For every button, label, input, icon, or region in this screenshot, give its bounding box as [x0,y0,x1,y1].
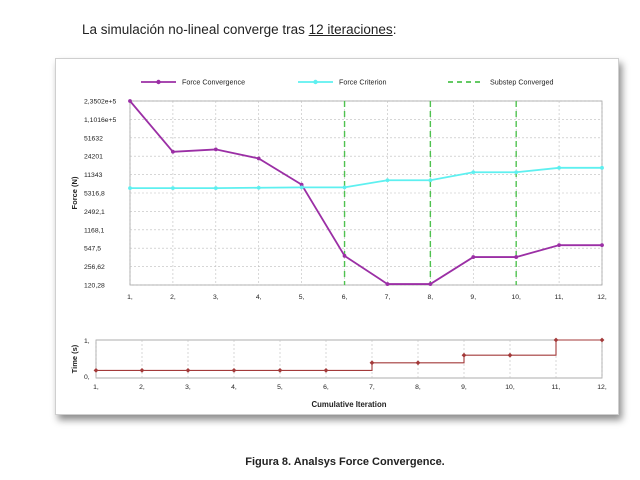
x-tick-label: 8, [428,294,434,301]
data-point-force-criterion [514,170,519,175]
x-tick-label: 10, [511,294,521,301]
data-point-force-criterion [342,185,347,190]
data-point-force-criterion [385,178,390,183]
convergence-charts: 2,3502e+5 1,1016e+5 51632 24201 11343 5316,8 2… [70,78,607,410]
time-x-tick-label: 4, [231,384,237,391]
intro-text: La simulación no-lineal converge tras [82,22,309,37]
y-tick-label: 2,3502e+5 [84,99,117,106]
figure-caption: Figura 8. Analsys Force Convergence. [245,456,445,468]
data-point-force-criterion [428,178,433,183]
data-point-force-criterion [256,185,261,190]
data-point-force-convergence [342,253,347,258]
time-data-point [323,368,329,373]
data-point-force-criterion [213,186,218,191]
time-x-tick-label: 10, [505,384,515,391]
legend-label-substep-converged: Substep Converged [490,78,554,87]
y-axis-label: Force (N) [70,176,79,209]
time-data-point [415,360,421,366]
y-tick-label: 256,62 [84,264,105,271]
intro-iterations: 12 iteraciones [308,22,393,37]
data-point-force-convergence [600,243,604,248]
intro-sentence: La simulación no-lineal converge tras 12… [82,22,396,37]
data-point-force-convergence [428,282,433,286]
data-point-force-criterion [471,170,476,175]
time-y-tick-label: 1, [84,338,90,345]
time-x-tick-label: 3, [185,384,191,391]
data-point-force-criterion [128,186,132,191]
x-tick-label: 4, [256,294,262,301]
x-tick-label: 11, [555,294,564,301]
y-tick-label: 1,1016e+5 [84,117,117,124]
time-x-tick-label: 6, [323,384,329,391]
data-point-force-convergence [557,243,561,248]
data-point-force-convergence [171,149,175,154]
y-tick-label: 2492,1 [84,209,105,216]
time-plot-area [95,339,603,379]
y-tick-label: 1168,1 [84,227,105,234]
time-data-point [553,337,559,343]
legend-marker-force-convergence [156,79,161,85]
x-tick-label: 7, [385,294,391,301]
y-tick-label: 24201 [84,154,103,161]
time-data-point [507,352,513,358]
data-point-force-convergence [128,99,132,103]
time-x-tick-label: 7, [369,384,375,391]
data-point-force-convergence [256,156,261,161]
time-x-tick-label: 2, [139,384,145,391]
time-x-tick-label: 9, [461,384,467,391]
time-x-tick-label: 11, [552,384,561,391]
series-line-force-criterion [130,166,602,190]
data-point-force-convergence [385,282,390,286]
x-axis-label: Cumulative Iteration [312,400,387,409]
time-x-tick-label: 5, [277,384,283,391]
series-line-force-convergence [129,100,602,285]
time-y-axis-label: Time (s) [70,344,79,373]
data-point-force-convergence [299,182,304,187]
data-point-force-criterion [557,165,561,170]
time-data-point [139,368,145,373]
time-y-tick-label: 0, [84,374,90,381]
x-tick-label: 9, [470,294,476,301]
x-tick-label: 3, [213,294,219,301]
data-point-force-convergence [213,147,218,152]
x-tick-label: 1, [127,294,133,301]
x-tick-label: 12, [597,294,607,301]
time-x-tick-label: 12, [597,384,607,391]
x-tick-label: 6, [342,294,348,301]
intro-colon: : [392,22,397,37]
legend-label-force-criterion: Force Criterion [339,78,387,87]
x-tick-label: 5, [299,294,305,301]
y-tick-label: 11343 [84,172,103,179]
data-point-force-convergence [514,255,519,259]
time-x-tick-label: 8, [415,384,421,391]
data-point-force-convergence [471,255,476,259]
time-data-point [185,368,191,373]
time-data-point [277,368,283,373]
x-tick-label: 2, [170,294,176,301]
legend-marker-force-criterion [313,79,318,85]
data-point-force-criterion [299,185,304,190]
time-data-point [369,360,375,366]
data-point-force-criterion [171,186,175,191]
time-data-point [599,337,605,343]
time-data-point [93,368,99,373]
data-point-force-criterion [600,165,604,170]
time-data-point [461,352,467,358]
y-tick-label: 547,5 [84,246,101,253]
time-data-point [231,368,237,373]
time-x-tick-label: 1, [93,384,99,391]
y-tick-label: 51632 [84,135,103,142]
y-tick-label: 120,28 [84,283,105,290]
chart-frame: 2,3502e+5 1,1016e+5 51632 24201 11343 5316,8 2… [55,58,619,415]
legend-label-force-convergence: Force Convergence [182,78,245,87]
y-tick-label: 5316,8 [84,190,105,197]
